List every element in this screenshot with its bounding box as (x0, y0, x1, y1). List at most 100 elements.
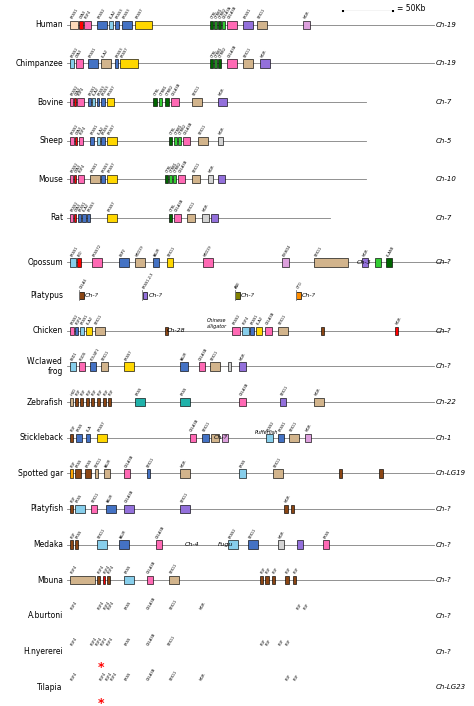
Bar (285, 683, 289, 691)
Bar (75, 433, 82, 442)
Bar (103, 612, 105, 620)
Text: FGF4: FGF4 (70, 636, 78, 646)
Bar (74, 98, 76, 107)
Text: MGR: MGR (302, 10, 310, 20)
Bar (79, 20, 83, 29)
Bar (266, 433, 273, 442)
Text: PRSS3: PRSS3 (115, 46, 124, 58)
Text: FGF4: FGF4 (110, 671, 118, 682)
Text: FGF: FGF (292, 567, 300, 575)
Bar (265, 576, 269, 585)
Bar (164, 175, 168, 184)
Text: Opossum: Opossum (27, 258, 63, 267)
Bar (169, 576, 179, 585)
Text: FGF: FGF (70, 531, 77, 539)
Text: CTRB2: CTRB2 (218, 7, 228, 20)
Text: CPA3: CPA3 (75, 126, 83, 136)
Text: STK11: STK11 (289, 421, 298, 432)
Text: Ch-19: Ch-19 (436, 22, 457, 28)
Bar (97, 576, 100, 585)
Bar (75, 505, 85, 513)
Text: Medaka: Medaka (33, 540, 63, 549)
Text: STK11: STK11 (280, 385, 289, 397)
Bar (91, 505, 97, 513)
Text: FGF: FGF (85, 388, 92, 397)
Bar (124, 612, 134, 620)
Text: PALM: PALM (106, 493, 114, 503)
Bar (85, 469, 91, 477)
Text: Ch-?: Ch-? (214, 435, 228, 441)
Bar (284, 505, 288, 513)
Bar (70, 469, 73, 477)
Text: W.clawed
frog: W.clawed frog (27, 357, 63, 376)
Bar (250, 327, 254, 335)
Text: Platypus: Platypus (30, 291, 63, 299)
Text: = 50Kb: = 50Kb (398, 4, 426, 13)
Bar (173, 214, 181, 222)
Text: PRSS: PRSS (181, 387, 189, 397)
Bar (178, 136, 181, 145)
Bar (78, 214, 81, 222)
Bar (265, 647, 269, 656)
Text: CTRL: CTRL (164, 164, 173, 174)
Bar (146, 612, 156, 620)
Bar (105, 683, 107, 691)
Bar (260, 647, 263, 656)
Bar (257, 20, 267, 29)
Bar (109, 20, 113, 29)
Text: CELA3B: CELA3B (146, 632, 157, 646)
Text: PRSS7: PRSS7 (107, 85, 116, 97)
Text: STK11: STK11 (192, 85, 201, 97)
Text: STK11: STK11 (146, 456, 156, 468)
Text: FGF4: FGF4 (99, 671, 107, 682)
Bar (320, 327, 324, 335)
Text: CPA3: CPA3 (79, 10, 87, 20)
Text: FGF: FGF (103, 388, 110, 397)
Bar (79, 292, 84, 299)
Text: PRSS: PRSS (135, 387, 144, 397)
Text: Rat: Rat (50, 213, 63, 222)
Text: CTRL: CTRL (154, 87, 161, 97)
Text: CELA3B: CELA3B (172, 83, 182, 97)
Bar (70, 362, 76, 371)
Bar (227, 20, 237, 29)
Bar (110, 683, 117, 691)
Bar (115, 59, 118, 68)
Text: PRSS7: PRSS7 (107, 201, 116, 213)
Text: FGF: FGF (292, 674, 300, 682)
Text: ELA2: ELA2 (82, 203, 91, 213)
Bar (107, 576, 110, 585)
Bar (74, 214, 76, 222)
Bar (375, 258, 381, 267)
Bar (103, 398, 106, 406)
Bar (124, 647, 134, 656)
Bar (339, 469, 342, 477)
Text: CTRL: CTRL (169, 203, 177, 213)
Bar (386, 258, 392, 267)
Text: CELA3B: CELA3B (183, 121, 193, 136)
Text: CELA3B: CELA3B (199, 347, 209, 361)
Text: FGF: FGF (285, 567, 292, 575)
Bar (78, 175, 84, 184)
Text: PRSS7: PRSS7 (97, 420, 106, 432)
Text: MGR: MGR (218, 126, 225, 136)
Text: ELA2: ELA2 (101, 48, 109, 58)
Text: PRSS3: PRSS3 (101, 124, 110, 136)
Bar (192, 175, 200, 184)
Text: HSD: HSD (70, 388, 77, 397)
Bar (75, 398, 78, 406)
Text: CELA3B: CELA3B (227, 6, 237, 20)
Bar (154, 98, 156, 107)
Bar (70, 59, 74, 68)
Text: PRSS2: PRSS2 (70, 313, 79, 325)
Text: Sheep: Sheep (39, 136, 63, 145)
Text: CTRB1: CTRB1 (169, 162, 179, 174)
Text: MGR: MGR (284, 494, 292, 503)
Bar (79, 362, 85, 371)
Bar (273, 469, 283, 477)
Bar (95, 469, 98, 477)
Text: CTRB2: CTRB2 (218, 46, 228, 58)
Text: FGDS: FGDS (79, 350, 87, 361)
Bar (155, 541, 162, 549)
Text: PRSS3: PRSS3 (87, 201, 96, 213)
